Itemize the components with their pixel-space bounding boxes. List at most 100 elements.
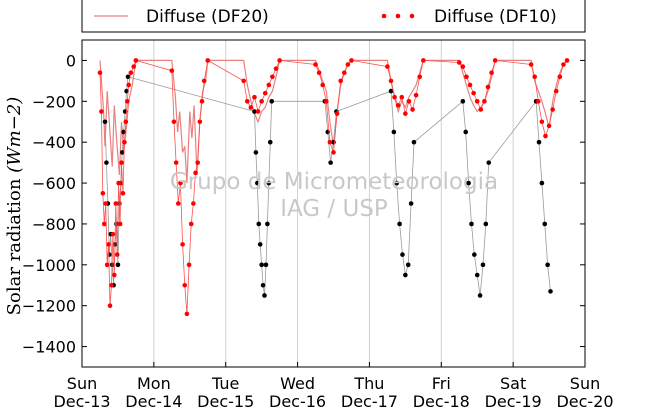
data-point-df10 [169,68,175,73]
data-point-black [480,262,486,268]
data-point-black [119,150,125,155]
data-point-df10 [184,311,190,317]
data-point-black [115,262,121,268]
data-point-black [328,160,333,165]
data-point-df10 [460,64,466,69]
data-point-black [466,180,471,186]
y-tick-label: −1200 [22,297,76,316]
x-tick-label-date: Dec-13 [53,392,110,409]
data-point-black [260,282,266,288]
data-point-df10 [406,99,412,104]
data-point-black [472,252,477,257]
data-point-black [104,160,109,165]
legend-label-df20: Diffuse (DF20) [146,7,269,27]
data-point-black [474,272,480,278]
watermark: Grupo de Micrometeorologia IAG / USP [170,169,498,222]
data-point-df10 [241,78,246,84]
data-point-black [408,201,414,206]
data-point-df10 [539,119,545,125]
data-point-black [255,180,260,186]
data-point-df10 [528,62,534,67]
data-point-df10 [385,64,390,69]
data-point-black [269,99,275,104]
data-point-df10 [195,160,200,165]
data-point-df10 [334,111,340,116]
data-point-black [265,221,270,227]
data-point-black [477,293,483,298]
series-line-black [104,76,551,296]
series-layer [97,58,570,317]
data-point-black [403,272,408,278]
data-point-df10 [341,70,347,75]
data-point-black [262,293,267,298]
data-point-df10 [320,82,326,88]
data-point-df10 [266,82,272,88]
data-point-df10 [252,94,257,100]
data-point-black [391,129,397,135]
data-point-black [400,252,405,257]
data-point-black [460,99,466,104]
data-point-df10 [535,99,541,104]
x-tick-label-date: Dec-14 [125,392,182,409]
data-point-df10 [191,201,196,206]
data-point-df10 [97,70,103,75]
data-point-df10 [345,62,351,67]
data-point-df10 [331,150,336,155]
vertical-grid [153,40,514,367]
y-axis-label-units: (Wm−2) [4,97,25,173]
legend-dot [409,13,415,19]
data-point-df10 [543,133,548,139]
data-point-df10 [478,107,484,112]
data-point-df10 [186,262,192,268]
data-point-black [548,289,553,294]
x-tick-label-date: Dec-18 [413,392,470,409]
data-point-black [388,88,394,94]
x-tick-label-day: Wed [280,374,315,393]
data-point-df10 [413,92,419,98]
data-point-df10 [178,180,183,186]
data-point-df10 [107,303,113,308]
data-point-black [266,180,272,186]
x-tick-label-day: Tue [211,374,239,393]
data-point-df10 [99,109,104,114]
x-tick-label-day: Sat [500,374,526,393]
data-point-df10 [474,99,480,104]
data-point-df10 [205,58,211,63]
data-point-df10 [131,64,137,69]
data-point-black [545,262,550,268]
data-point-df10 [113,201,119,206]
y-tick-label: −600 [32,174,76,193]
data-point-df10 [122,139,127,145]
data-point-df10 [103,201,109,206]
data-point-df10 [532,74,537,80]
data-point-df10 [201,78,207,84]
y-tick-label: −400 [32,133,76,152]
y-tick-label: −200 [32,92,76,111]
data-point-black [257,242,263,247]
data-point-df10 [388,78,394,84]
data-point-df10 [124,99,130,104]
y-axis-label-text: Solar radiation [4,178,25,315]
data-point-df10 [489,70,494,75]
data-point-df10 [199,99,205,104]
plot-area: Grupo de Micrometeorologia IAG / USP [81,39,586,368]
data-point-df10 [392,94,397,100]
data-point-black [252,109,257,114]
x-tick-label-date: Dec-19 [485,392,542,409]
data-point-df10 [327,139,333,145]
data-point-df10 [492,58,498,63]
x-tick-label-date: Dec-17 [341,392,398,409]
data-point-df10 [557,74,563,80]
data-point-df10 [259,99,264,104]
legend-box [81,0,586,33]
data-point-df10 [464,74,469,80]
data-point-black [253,150,259,155]
data-point-df10 [193,170,198,176]
data-point-black [483,221,489,227]
plot-background [82,40,585,367]
data-point-black [542,221,548,227]
data-point-black [102,119,108,125]
data-point-df10 [553,88,559,94]
data-point-df10 [561,62,566,67]
data-point-df10 [109,282,114,288]
